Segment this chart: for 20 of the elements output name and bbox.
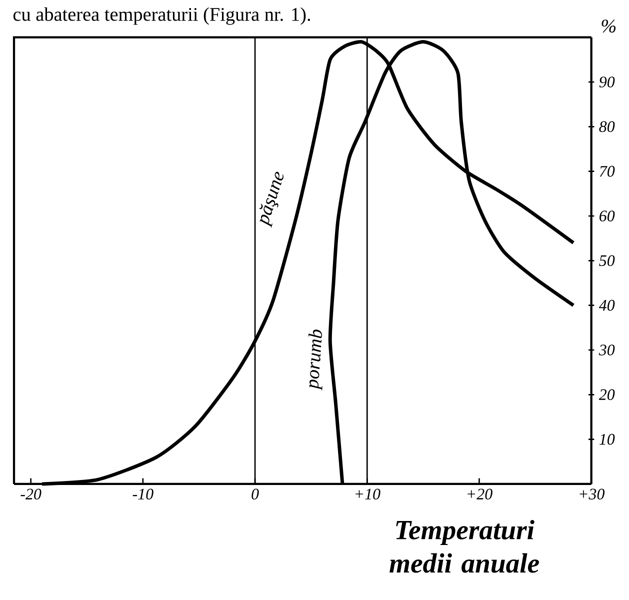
y-tick-label: 20 — [598, 389, 615, 400]
x-tick-label: 0 — [252, 488, 259, 500]
text: cu abaterea temperaturii (Figura nr. 1). — [13, 7, 310, 25]
x-axis-title: Temperaturi medii anuale — [390, 520, 539, 573]
y-tick-label: 30 — [598, 344, 615, 356]
x-tick-label: -10 — [132, 488, 154, 500]
y-tick-label: 10 — [599, 434, 615, 445]
y-tick-label: 60 — [600, 210, 615, 222]
y-tick-label: 70 — [600, 166, 615, 177]
text: porumb — [308, 330, 322, 390]
y-tick-label: 90 — [599, 76, 615, 88]
x-tick-label: +20 — [468, 488, 492, 500]
y-tick-label: 50 — [599, 255, 615, 266]
y-tick-label: 80 — [599, 121, 615, 132]
x-tick-label: +10 — [356, 488, 380, 500]
y-axis-title: % — [602, 20, 616, 33]
x-tick-label: +30 — [580, 488, 605, 500]
y-tick-label: 40 — [598, 300, 615, 311]
x-tick-label: -20 — [20, 488, 42, 500]
text: păşune — [259, 172, 284, 228]
